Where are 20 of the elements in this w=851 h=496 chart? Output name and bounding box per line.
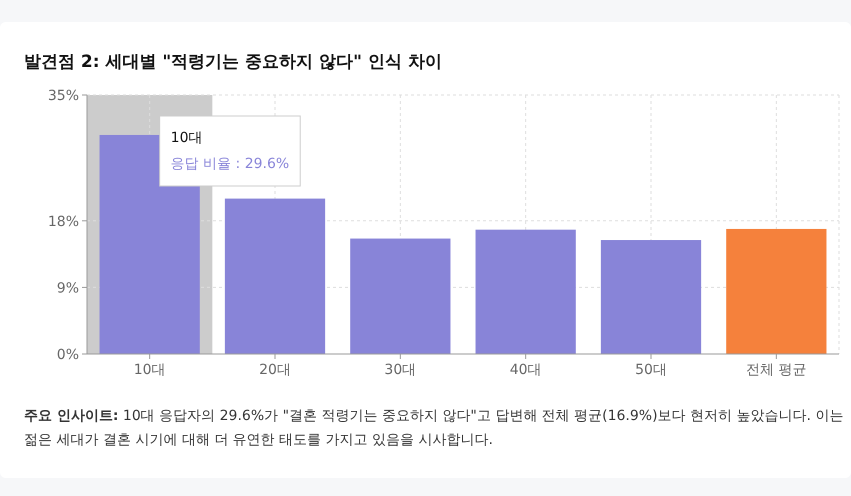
x-tick-label: 전체 평균: [746, 362, 807, 378]
text: 주요 인사이트: 10대 응답자의 29.6%가 "결혼 적령기는 중요하지 않다"고 답변해 전체 평균(16.9%)보다 현저히 높았습니다. 이는 젊은 세대가 결혼 시기에 대해 더 유연한 태도를 가지고 있음을 시사합니다.: [24, 407, 844, 450]
bar: [726, 228, 826, 354]
annotation: 10대: [170, 130, 202, 146]
y-tick-label: 18%: [48, 214, 79, 230]
x-tick-label: 10대: [134, 362, 166, 378]
bar: [350, 238, 450, 354]
annotation: 응답 비율 : 29.6%: [170, 156, 290, 172]
y-tick-label: 35%: [48, 88, 79, 104]
tooltip: 10대 응답 비율 : 29.6%: [159, 116, 301, 186]
x-tick-label: 30대: [384, 362, 416, 378]
y-tick-label: 0%: [56, 347, 79, 363]
x-tick-label: 40대: [510, 362, 542, 378]
x-tick-label: 50대: [635, 362, 667, 378]
bar: [476, 230, 576, 354]
chart-title: 발견점 2: 세대별 "적령기는 중요하지 않다" 인식 차이: [24, 52, 442, 72]
y-tick-label: 9%: [56, 280, 79, 296]
bar: [600, 240, 702, 354]
x-tick-label: 20대: [259, 362, 291, 378]
bar: [224, 198, 326, 354]
